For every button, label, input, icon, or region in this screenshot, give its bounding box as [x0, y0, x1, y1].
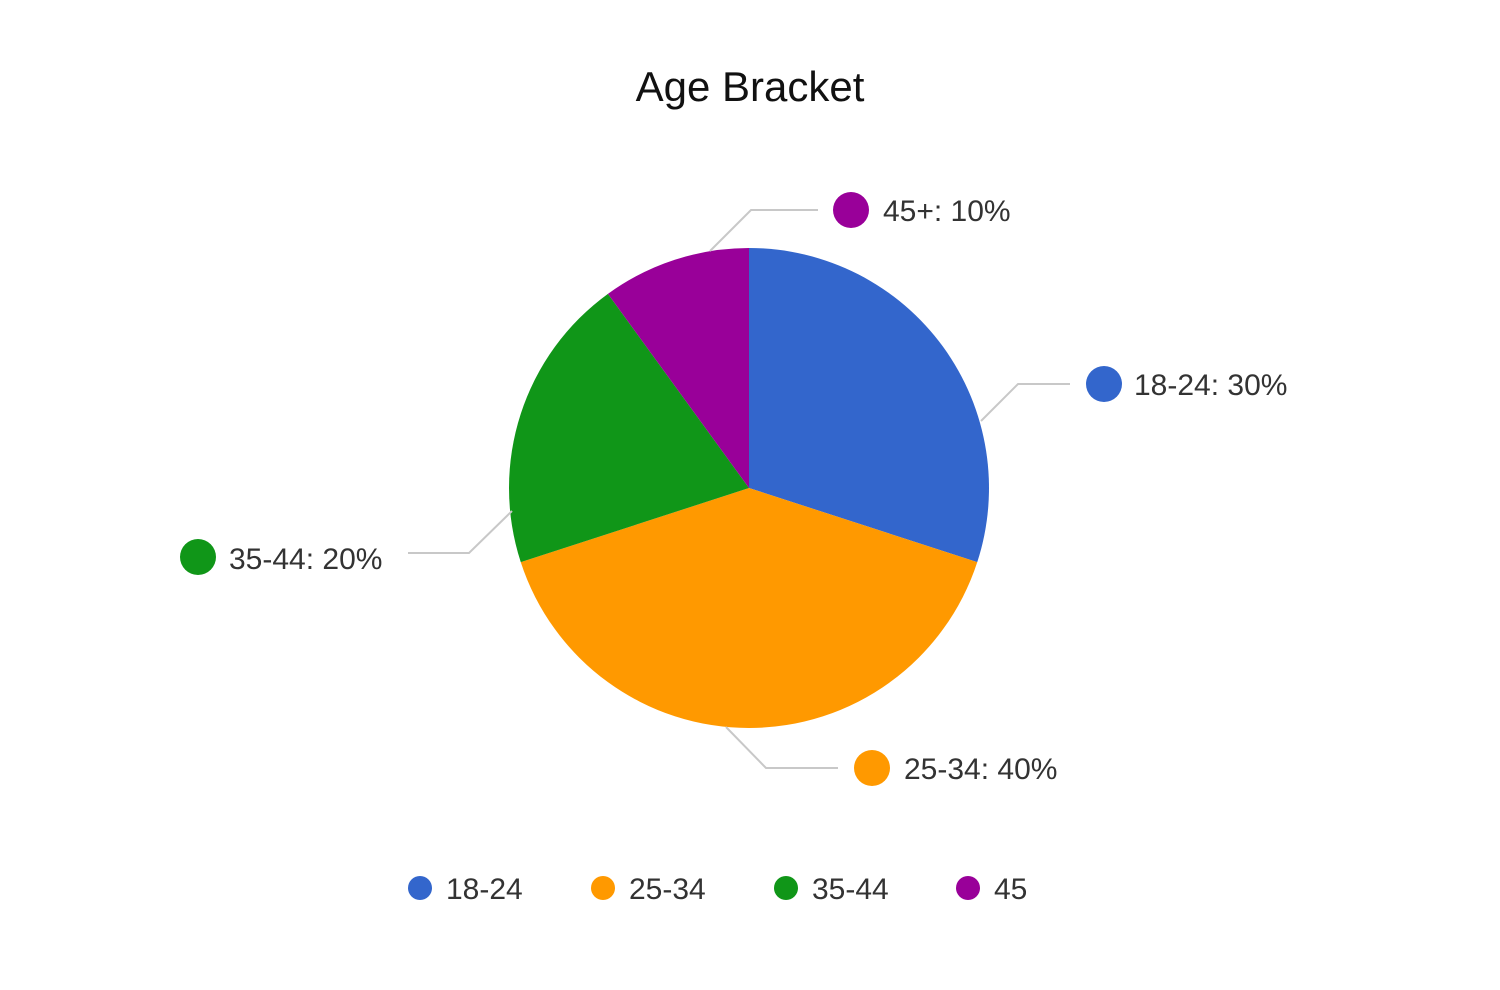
label-marker-45 — [833, 192, 869, 228]
leader-lines — [408, 209, 1070, 769]
label-marker-25-34 — [854, 750, 890, 786]
label-marker-35-44 — [180, 539, 216, 575]
legend-label-35-44[interactable]: 35-44 — [812, 873, 889, 906]
pie-slice-45[interactable] — [607, 248, 749, 488]
leader-line-45 — [709, 209, 818, 252]
legend-label-45[interactable]: 45 — [994, 873, 1027, 906]
label-marker-18-24 — [1086, 366, 1122, 402]
pie-slice-18-24[interactable] — [749, 248, 989, 563]
legend: 18-24 25-34 35-44 45 — [408, 873, 1027, 906]
legend-swatch-18-24[interactable] — [408, 876, 432, 900]
chart-title: Age Bracket — [636, 63, 865, 110]
data-label-45: 45+: 10% — [883, 195, 1011, 228]
data-label-18-24: 18-24: 30% — [1134, 369, 1287, 402]
pie-slice-35-44[interactable] — [509, 293, 749, 563]
pie-slices — [509, 248, 989, 728]
pie-slice-25-34[interactable] — [520, 488, 978, 728]
data-label-25-34: 25-34: 40% — [904, 753, 1057, 786]
data-label-35-44: 35-44: 20% — [229, 543, 382, 576]
leader-line-18-24 — [980, 383, 1070, 422]
legend-swatch-45[interactable] — [956, 876, 980, 900]
legend-label-18-24[interactable]: 18-24 — [446, 873, 523, 906]
leader-line-25-34 — [725, 726, 838, 769]
legend-swatch-25-34[interactable] — [591, 876, 615, 900]
leader-line-35-44 — [408, 510, 513, 554]
slice-labels: 18-24: 30% 25-34: 40% 35-44: 20% 45+: 10% — [180, 192, 1287, 786]
legend-swatch-35-44[interactable] — [774, 876, 798, 900]
legend-label-25-34[interactable]: 25-34 — [629, 873, 706, 906]
